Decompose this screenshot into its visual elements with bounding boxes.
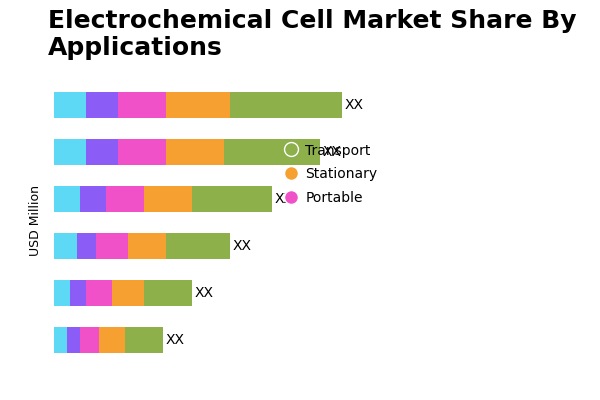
Bar xyxy=(144,186,192,212)
Bar xyxy=(86,92,118,118)
Bar xyxy=(192,186,272,212)
Bar xyxy=(77,233,96,259)
Bar xyxy=(118,92,166,118)
Bar xyxy=(55,280,70,306)
Text: XX: XX xyxy=(194,286,214,300)
Text: XX: XX xyxy=(344,98,364,112)
Text: XX: XX xyxy=(233,239,252,253)
Bar xyxy=(55,92,86,118)
Bar xyxy=(99,327,125,353)
Bar xyxy=(106,186,144,212)
Bar xyxy=(55,327,67,353)
Bar xyxy=(118,139,166,165)
Bar xyxy=(70,280,86,306)
Bar xyxy=(230,92,342,118)
Text: XX: XX xyxy=(322,145,341,159)
Bar xyxy=(80,327,99,353)
Text: XX: XX xyxy=(274,192,293,206)
Legend: Transport, Stationary, Portable: Transport, Stationary, Portable xyxy=(279,138,383,211)
Bar xyxy=(125,327,163,353)
Text: Electrochemical Cell Market Share By
Applications: Electrochemical Cell Market Share By App… xyxy=(48,8,577,60)
Bar xyxy=(86,139,118,165)
Bar xyxy=(80,186,106,212)
Y-axis label: USD Million: USD Million xyxy=(29,184,43,256)
Bar xyxy=(86,280,112,306)
Bar xyxy=(55,186,80,212)
Bar xyxy=(112,280,144,306)
Bar xyxy=(166,233,230,259)
Bar xyxy=(96,233,128,259)
Bar xyxy=(67,327,80,353)
Bar xyxy=(166,92,230,118)
Bar xyxy=(128,233,166,259)
Bar xyxy=(144,280,192,306)
Text: XX: XX xyxy=(166,333,185,347)
Bar xyxy=(55,233,77,259)
Bar xyxy=(166,139,224,165)
Bar xyxy=(55,139,86,165)
Bar xyxy=(224,139,320,165)
